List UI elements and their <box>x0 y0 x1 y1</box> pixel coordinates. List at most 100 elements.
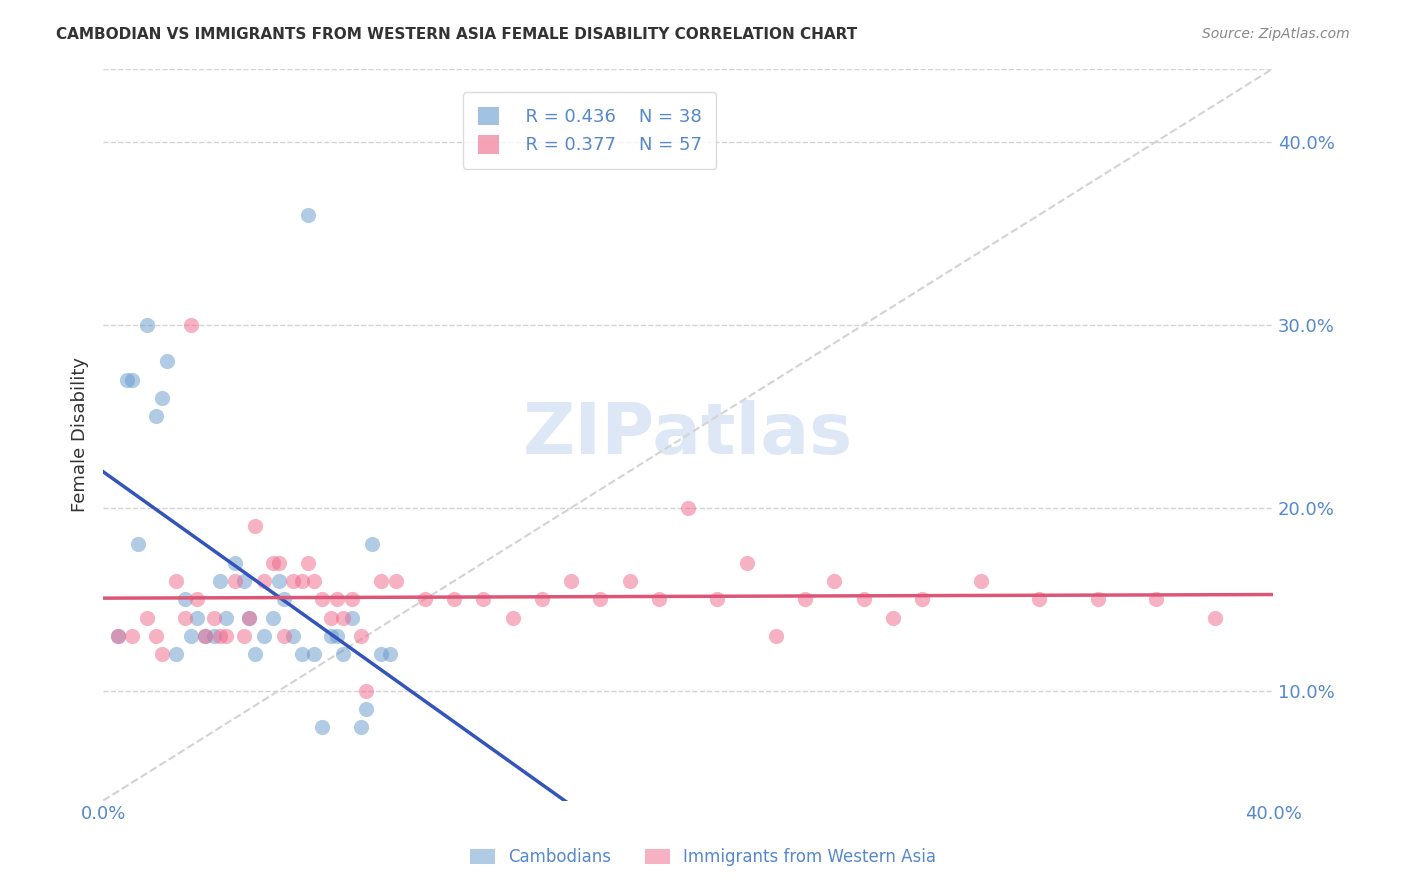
Point <box>969 574 991 588</box>
Point <box>245 519 267 533</box>
Point <box>911 592 934 607</box>
Point <box>356 683 378 698</box>
Legend: Cambodians, Immigrants from Western Asia: Cambodians, Immigrants from Western Asia <box>461 840 945 875</box>
Point <box>311 720 333 734</box>
Point <box>215 610 238 624</box>
Point <box>735 556 758 570</box>
Point <box>765 629 787 643</box>
Point <box>145 409 167 424</box>
Point <box>150 647 173 661</box>
Point <box>361 537 384 551</box>
Point <box>332 647 354 661</box>
Point <box>349 629 371 643</box>
Point <box>332 610 354 624</box>
Point <box>180 318 202 332</box>
Point <box>326 629 349 643</box>
Point <box>202 610 225 624</box>
Text: ZIPatlas: ZIPatlas <box>523 401 853 469</box>
Point <box>1087 592 1109 607</box>
Point <box>302 574 325 588</box>
Point <box>238 610 260 624</box>
Point <box>136 610 159 624</box>
Point <box>180 629 202 643</box>
Point <box>472 592 495 607</box>
Point <box>302 647 325 661</box>
Point <box>619 574 641 588</box>
Legend:   R = 0.436    N = 38,   R = 0.377    N = 57: R = 0.436 N = 38, R = 0.377 N = 57 <box>463 92 716 169</box>
Point <box>273 629 295 643</box>
Point <box>209 629 232 643</box>
Point <box>165 574 187 588</box>
Point <box>340 610 363 624</box>
Point <box>174 592 197 607</box>
Point <box>384 574 406 588</box>
Point <box>107 629 129 643</box>
Point <box>1144 592 1167 607</box>
Point <box>165 647 187 661</box>
Point <box>311 592 333 607</box>
Point <box>107 629 129 643</box>
Point <box>150 391 173 405</box>
Point <box>283 629 305 643</box>
Point <box>291 574 314 588</box>
Point <box>273 592 295 607</box>
Point <box>297 556 319 570</box>
Point <box>262 610 284 624</box>
Point <box>267 574 290 588</box>
Point <box>349 720 371 734</box>
Text: CAMBODIAN VS IMMIGRANTS FROM WESTERN ASIA FEMALE DISABILITY CORRELATION CHART: CAMBODIAN VS IMMIGRANTS FROM WESTERN ASI… <box>56 27 858 42</box>
Point <box>115 373 138 387</box>
Point <box>413 592 436 607</box>
Point <box>648 592 671 607</box>
Point <box>121 629 143 643</box>
Y-axis label: Female Disability: Female Disability <box>72 357 89 512</box>
Point <box>186 592 208 607</box>
Point <box>589 592 612 607</box>
Point <box>356 702 378 716</box>
Point <box>262 556 284 570</box>
Point <box>676 500 699 515</box>
Point <box>253 629 276 643</box>
Point <box>283 574 305 588</box>
Point <box>530 592 553 607</box>
Point <box>156 354 179 368</box>
Point <box>560 574 582 588</box>
Point <box>209 574 232 588</box>
Point <box>121 373 143 387</box>
Point <box>370 647 392 661</box>
Point <box>852 592 875 607</box>
Text: Source: ZipAtlas.com: Source: ZipAtlas.com <box>1202 27 1350 41</box>
Point <box>706 592 728 607</box>
Point <box>224 574 246 588</box>
Point <box>174 610 197 624</box>
Point <box>882 610 904 624</box>
Point <box>1028 592 1050 607</box>
Point <box>297 208 319 222</box>
Point <box>238 610 260 624</box>
Point <box>202 629 225 643</box>
Point <box>326 592 349 607</box>
Point <box>232 629 254 643</box>
Point <box>370 574 392 588</box>
Point <box>136 318 159 332</box>
Point <box>1204 610 1226 624</box>
Point <box>378 647 401 661</box>
Point <box>823 574 845 588</box>
Point <box>253 574 276 588</box>
Point <box>232 574 254 588</box>
Point <box>794 592 817 607</box>
Point <box>443 592 465 607</box>
Point <box>267 556 290 570</box>
Point <box>340 592 363 607</box>
Point <box>215 629 238 643</box>
Point <box>502 610 524 624</box>
Point <box>321 629 343 643</box>
Point <box>224 556 246 570</box>
Point <box>321 610 343 624</box>
Point <box>194 629 217 643</box>
Point <box>186 610 208 624</box>
Point <box>245 647 267 661</box>
Point <box>145 629 167 643</box>
Point <box>291 647 314 661</box>
Point <box>194 629 217 643</box>
